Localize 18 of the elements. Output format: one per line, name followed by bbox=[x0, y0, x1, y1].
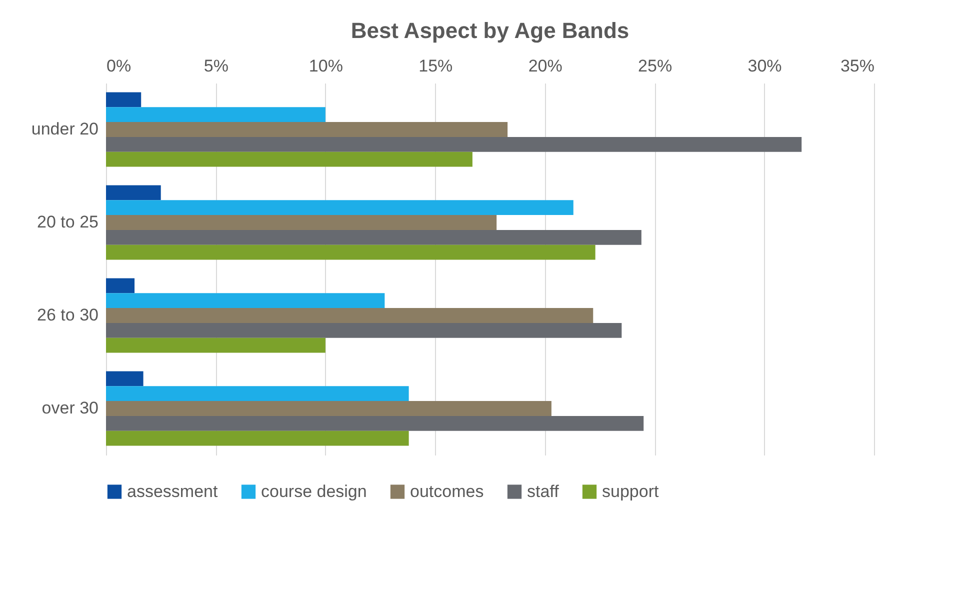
legend-label: support bbox=[602, 482, 659, 501]
y-tick-label: over 30 bbox=[42, 398, 98, 418]
x-tick-label: 35% bbox=[840, 56, 874, 76]
legend-label: assessment bbox=[127, 482, 218, 501]
y-tick-label: 26 to 30 bbox=[37, 306, 98, 324]
x-tick-label: 0% bbox=[106, 56, 132, 76]
legend-label: staff bbox=[527, 482, 560, 501]
x-tick-label: 5% bbox=[204, 56, 229, 76]
y-tick-label: under 20 bbox=[31, 120, 98, 138]
x-tick-label: 15% bbox=[418, 56, 453, 76]
x-tick-label: 25% bbox=[638, 56, 672, 76]
chart-title: Best Aspect by Age Bands bbox=[350, 18, 630, 43]
legend-label: course design bbox=[261, 482, 367, 501]
legend-label: outcomes bbox=[410, 482, 484, 501]
x-tick-label: 20% bbox=[528, 56, 562, 76]
y-tick-label: 20 to 25 bbox=[37, 212, 98, 232]
x-tick-label: 30% bbox=[748, 56, 782, 76]
x-tick-label: 10% bbox=[308, 56, 343, 76]
